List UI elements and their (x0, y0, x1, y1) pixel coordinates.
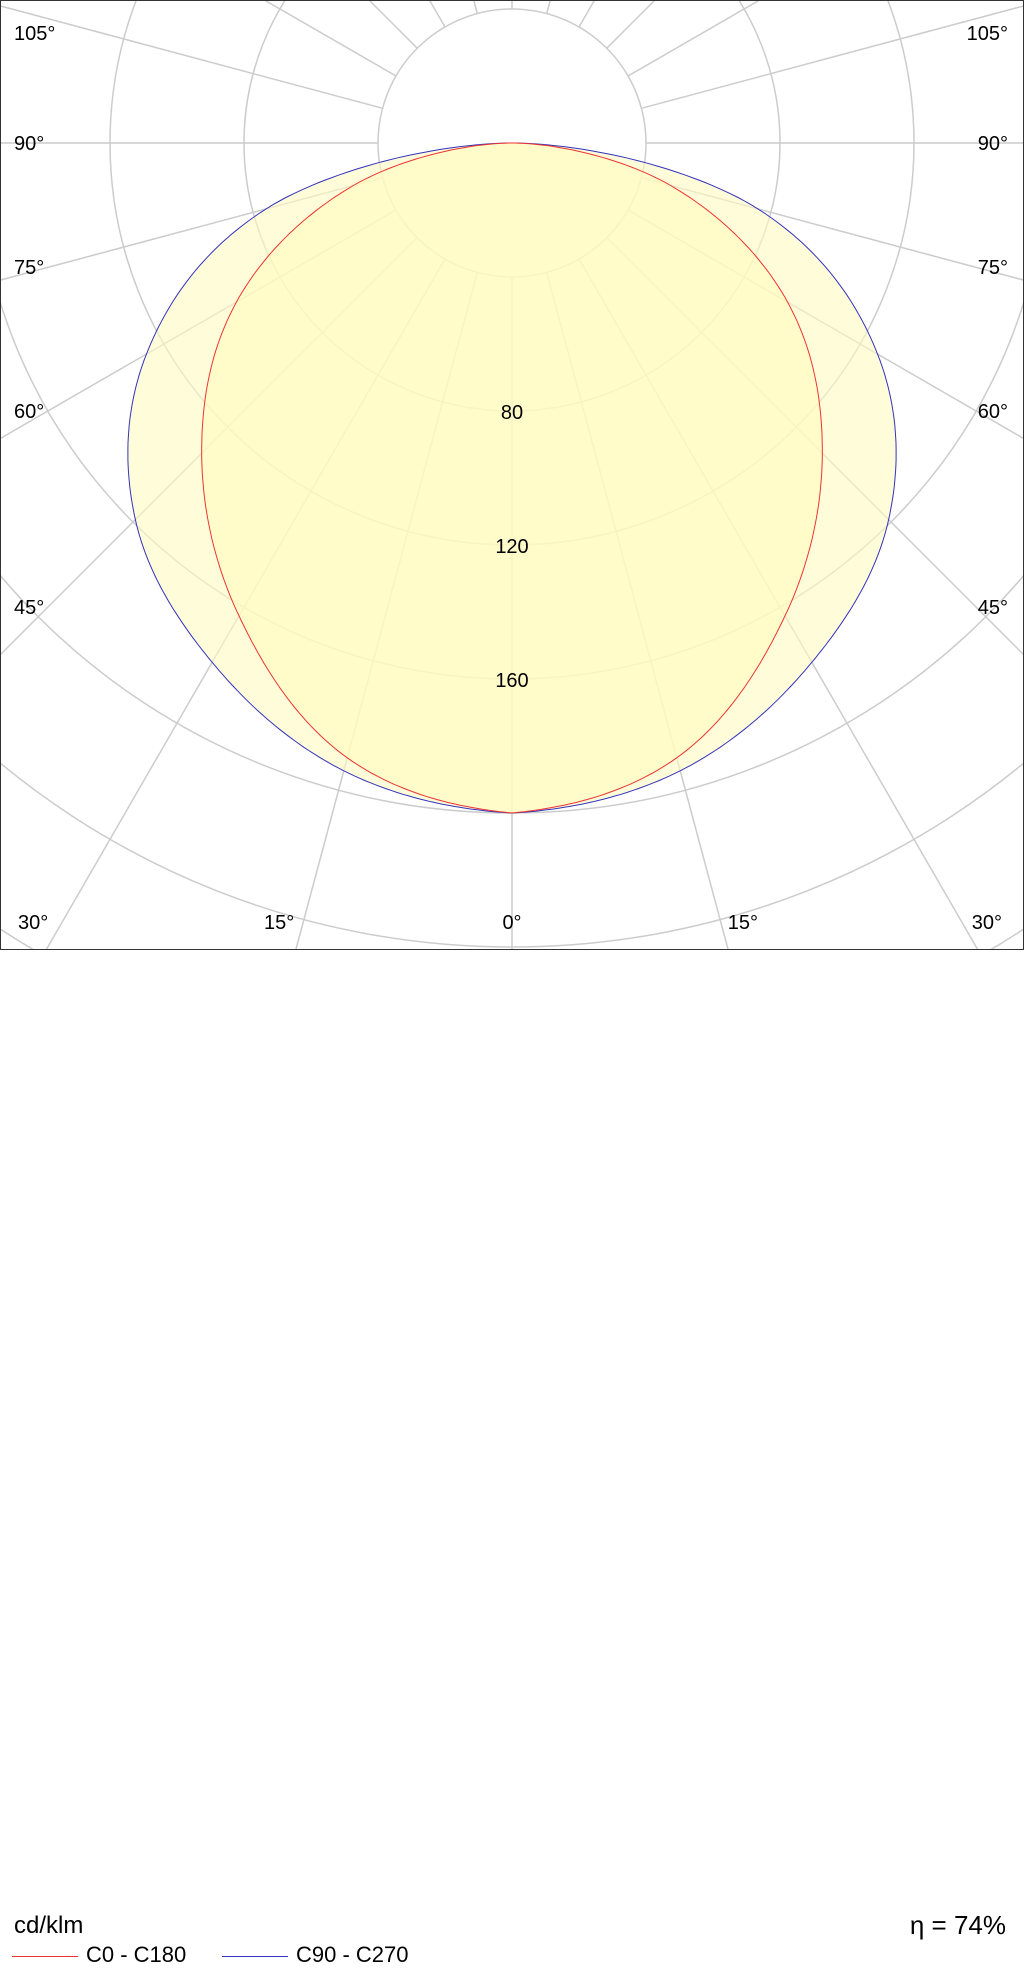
grid-spoke (0, 176, 383, 281)
angle-label-left: 75° (14, 257, 44, 279)
angle-label-right: 75° (978, 257, 1008, 279)
grid-spoke (472, 0, 479, 14)
grid-spoke (627, 0, 762, 77)
grid-spoke (641, 176, 1024, 281)
angle-label-left: 45° (14, 597, 44, 619)
legend-swatch-c0 (12, 1955, 78, 1957)
grid-spoke (367, 0, 418, 49)
angle-label-right: 15° (728, 912, 758, 934)
angle-label-right: 60° (978, 401, 1008, 423)
legend-label-c0: C0 - C180 (86, 1942, 187, 1967)
radial-tick-label: 120 (495, 536, 528, 558)
legend-entry-c90: C90 - C270 (222, 1942, 409, 1968)
polar-chart: 80 120 160 105° 90° 75° 60° 45° 30° 15° 105° 90° 75°… (0, 0, 1024, 950)
efficiency-label: η = 74% (909, 1910, 1006, 1940)
grid-spoke (262, 0, 397, 77)
angle-label-left: 105° (14, 23, 55, 45)
legend-label-c90: C90 - C270 (296, 1942, 409, 1967)
intensity-curves (127, 142, 897, 814)
angle-label-right: 90° (978, 133, 1008, 155)
angle-label-right: 105° (967, 23, 1008, 45)
grid-spoke (0, 5, 383, 110)
legend-entry-c0: C0 - C180 (12, 1942, 186, 1968)
angle-label-left: 30° (18, 912, 48, 934)
angle-label-right: 45° (978, 597, 1008, 619)
angle-label-left: 60° (14, 401, 44, 423)
grid-spoke (641, 5, 1024, 110)
angle-label-left: 90° (14, 133, 44, 155)
chart-footer: cd/klm η = 74% C0 - C180 C90 - C270 (0, 950, 1024, 1967)
radial-tick-label: 160 (495, 670, 528, 692)
angle-label-left: 15° (264, 912, 294, 934)
angle-label-right: 30° (972, 912, 1002, 934)
unit-label: cd/klm (14, 1912, 84, 1939)
grid-spoke (606, 0, 657, 49)
curve-c0-c180 (201, 142, 823, 814)
polar-labels: 80 120 160 105° 90° 75° 60° 45° 30° 15° 105° 90° 75°… (14, 23, 1008, 934)
legend-swatch-c90 (222, 1955, 288, 1957)
radial-tick-label: 80 (501, 402, 523, 424)
grid-spoke (545, 0, 552, 14)
angle-label-bottom: 0° (502, 912, 521, 934)
